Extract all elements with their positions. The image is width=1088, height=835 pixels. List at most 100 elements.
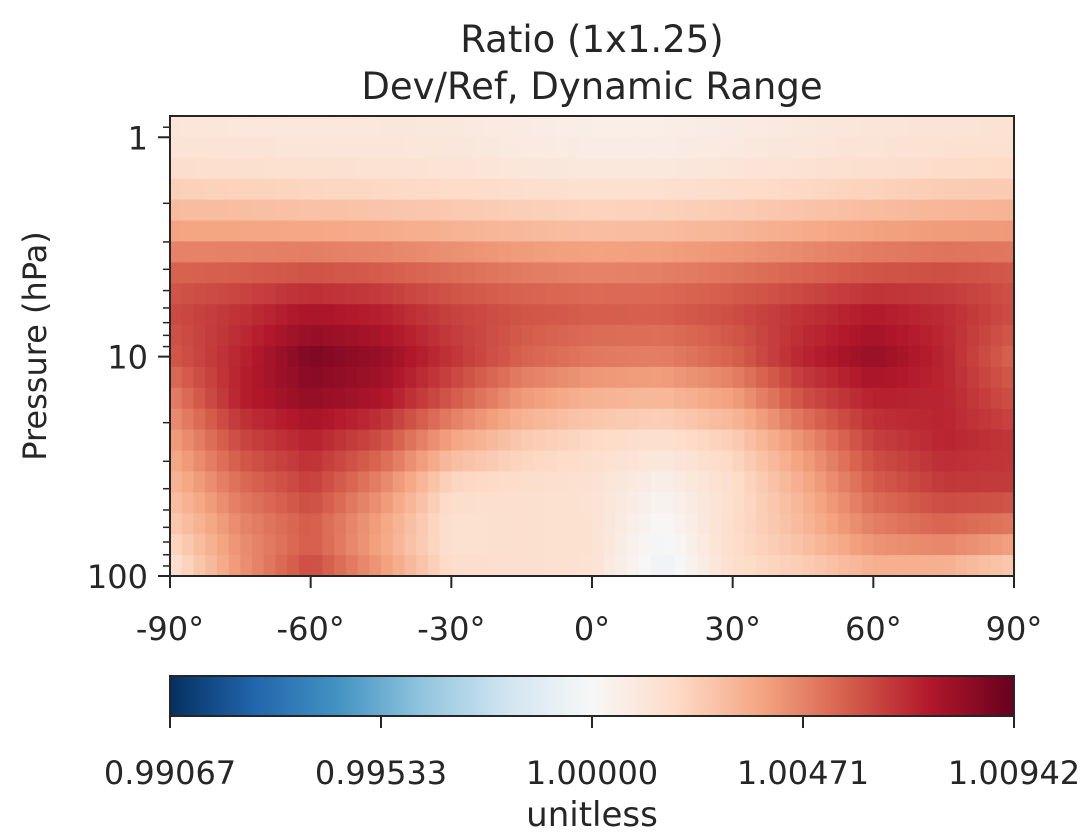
heatmap-cell (709, 178, 722, 201)
heatmap-cell (861, 304, 874, 326)
heatmap-cell (791, 199, 804, 222)
heatmap-cell (287, 220, 300, 243)
heatmap-cell (615, 178, 628, 201)
heatmap-cell (545, 262, 558, 284)
heatmap-cell (638, 199, 652, 222)
heatmap-cell (967, 136, 980, 159)
heatmap-cell (216, 450, 230, 473)
heatmap-cell (826, 199, 839, 222)
heatmap-cell (474, 304, 488, 326)
heatmap-cell (228, 262, 241, 284)
heatmap-cell (381, 199, 394, 222)
heatmap-cell (826, 492, 839, 514)
heatmap-cell (803, 471, 816, 493)
heatmap-cell (181, 366, 195, 389)
heatmap-cell (310, 220, 323, 243)
heatmap-cell (556, 346, 570, 368)
heatmap-cell (556, 157, 570, 180)
heatmap-cell (826, 220, 839, 243)
heatmap-cell (803, 346, 816, 368)
heatmap-cell (193, 157, 206, 180)
heatmap-cell (252, 429, 265, 452)
heatmap-cell (920, 157, 933, 180)
heatmap-cell (920, 178, 933, 201)
heatmap-cell (767, 366, 781, 389)
heatmap-cell (345, 241, 359, 263)
heatmap-cell (756, 450, 769, 473)
heatmap-cell (427, 450, 441, 473)
heatmap-cell (638, 555, 652, 577)
heatmap-cell (779, 471, 792, 493)
heatmap-cell (439, 325, 452, 347)
heatmap-cell (990, 325, 1003, 347)
heatmap-cell (990, 555, 1003, 577)
heatmap-cell (509, 408, 523, 431)
heatmap-cell (533, 513, 546, 535)
heatmap-cell (533, 136, 546, 159)
heatmap-cell (463, 492, 476, 514)
heatmap-cell (627, 471, 640, 493)
heatmap-cell (779, 262, 792, 284)
heatmap-cell (310, 325, 323, 347)
heatmap-cell (732, 366, 745, 389)
heatmap-cell (967, 283, 980, 305)
heatmap-cell (451, 199, 464, 222)
heatmap-cell (263, 429, 277, 452)
heatmap-cell (381, 241, 394, 263)
heatmap-cell (521, 241, 534, 263)
heatmap-cell (240, 283, 253, 305)
heatmap-cell (896, 408, 910, 431)
heatmap-cell (345, 366, 359, 389)
heatmap-cell (732, 346, 745, 368)
heatmap-cell (873, 408, 886, 431)
heatmap-cell (545, 241, 558, 263)
heatmap-cell (427, 387, 441, 410)
heatmap-cell (474, 178, 488, 201)
heatmap-cell (756, 471, 769, 493)
heatmap-cell (392, 136, 406, 159)
heatmap-cell (416, 450, 429, 473)
heatmap-cell (533, 283, 546, 305)
heatmap-cell (885, 116, 898, 138)
heatmap-cell (885, 408, 898, 431)
heatmap-cell (580, 283, 593, 305)
heatmap-cell (697, 492, 710, 514)
heatmap-cell (592, 136, 605, 159)
heatmap-cell (205, 241, 218, 263)
heatmap-cell (170, 199, 183, 222)
heatmap-cell (744, 408, 757, 431)
heatmap-cell (627, 262, 640, 284)
heatmap-cell (205, 220, 218, 243)
heatmap-cell (357, 220, 370, 243)
heatmap-cell (193, 555, 206, 577)
heatmap-cell (685, 325, 699, 347)
heatmap-cell (849, 178, 863, 201)
heatmap-cell (861, 136, 874, 159)
heatmap-cell (404, 346, 417, 368)
heatmap-cell (439, 304, 452, 326)
heatmap-cell (861, 116, 874, 138)
heatmap-cell (885, 157, 898, 180)
heatmap-cell (1002, 492, 1015, 514)
heatmap-cell (697, 116, 710, 138)
heatmap-cell (931, 283, 945, 305)
heatmap-cell (732, 325, 745, 347)
heatmap-cell (1002, 387, 1015, 410)
heatmap-cell (298, 262, 312, 284)
heatmap-cell (533, 304, 546, 326)
heatmap-cell (486, 492, 499, 514)
heatmap-cell (849, 304, 863, 326)
heatmap-cell (674, 199, 687, 222)
heatmap-cell (920, 513, 933, 535)
heatmap-cell (263, 346, 277, 368)
heatmap-cell (275, 492, 288, 514)
heatmap-cell (369, 408, 382, 431)
heatmap-cell (791, 220, 804, 243)
heatmap-cell (720, 262, 734, 284)
heatmap-cell (674, 346, 687, 368)
heatmap-cell (334, 178, 347, 201)
heatmap-cell (392, 366, 406, 389)
heatmap-cell (920, 492, 933, 514)
heatmap-cell (509, 492, 523, 514)
heatmap-cell (873, 513, 886, 535)
